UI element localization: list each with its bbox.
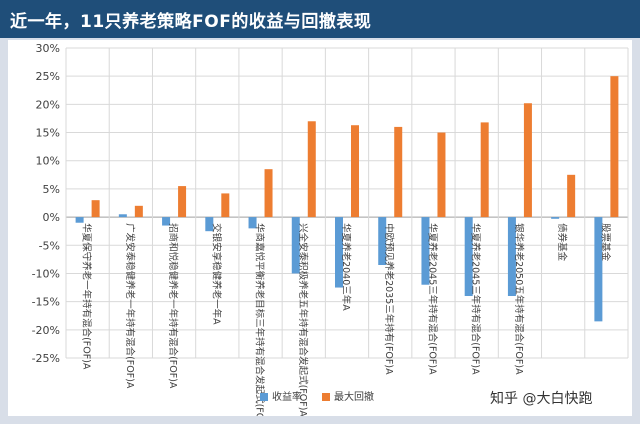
bar-return [464, 217, 473, 296]
bar-return [421, 217, 430, 285]
x-category-label: 兴全安泰积极养老五年持有混合发起式(FOF)A [297, 223, 309, 416]
bar-return [248, 217, 257, 229]
bar-return [507, 217, 516, 296]
y-tick-label: 30% [36, 42, 60, 55]
bars [75, 76, 619, 322]
x-category-label: 华夏保守养老一年持有混合(FOF)A [81, 223, 93, 370]
bar-drawdown [480, 122, 489, 218]
bar-drawdown [437, 132, 446, 218]
bar-drawdown [523, 103, 532, 218]
x-category-label: 交银安享稳健养老一年A [210, 223, 222, 325]
y-tick-label: 10% [36, 155, 60, 168]
chart-panel: -25% -20% -15% -10% -5% 0% 5% 10% 15% 20% 25% 30% 华… [8, 40, 632, 416]
x-category-label: 债券基金 [556, 223, 568, 262]
y-tick-label: 0% [43, 211, 60, 224]
page-title: 近一年，11只养老策略FOF的收益与回撤表现 [10, 12, 372, 32]
y-tick-label: 15% [36, 127, 60, 140]
legend-label: 收益率 [272, 390, 302, 403]
bar-return [378, 217, 387, 265]
bar-return [594, 217, 603, 322]
bar-drawdown [91, 200, 100, 218]
y-axis: -25% -20% -15% -10% -5% 0% 5% 10% 15% 20% 25% 30% [32, 42, 60, 365]
bar-return [118, 214, 127, 218]
y-tick-label: -20% [32, 324, 60, 337]
legend-label: 最大回撤 [334, 390, 374, 403]
y-tick-label: -25% [32, 352, 60, 365]
y-tick-label: -15% [32, 296, 60, 309]
bar-return [205, 217, 214, 232]
x-category-label: 银华养老2050五年持有混合(FOF)A [513, 223, 525, 375]
x-category-label: 广发安泰稳健养老一年持有混合(FOF)A [124, 223, 136, 389]
x-category-label: 中欧预见养老2035三年持有(FOF)A [383, 223, 395, 375]
watermark: 知乎 @大白快跑 [486, 388, 597, 408]
bar-chart: -25% -20% -15% -10% -5% 0% 5% 10% 15% 20% 25% 30% 华… [32, 42, 629, 416]
x-category-label: 华夏养老2045三年持有混合(FOF)A [426, 223, 438, 375]
bar-return [291, 217, 300, 274]
legend-swatch [322, 393, 330, 401]
grid-lines [65, 47, 629, 359]
y-tick-label: 20% [36, 98, 60, 111]
bar-return [75, 217, 84, 223]
y-tick-label: -5% [39, 239, 60, 252]
bar-drawdown [221, 193, 230, 218]
x-category-label: 招商和悦稳健养老一年持有混合(FOF)A [167, 223, 179, 389]
bar-return [335, 217, 343, 288]
legend-swatch [260, 393, 268, 401]
bar-drawdown [307, 121, 316, 218]
bar-drawdown [394, 126, 403, 218]
bar-return [551, 217, 560, 219]
bar-drawdown [567, 174, 576, 218]
legend: 收益率 最大回撤 [260, 390, 374, 403]
x-category-label: 股票基金 [599, 223, 611, 262]
x-category-label: 华夏养老2040三年A [340, 223, 352, 311]
y-tick-label: 5% [43, 183, 60, 196]
bar-drawdown [178, 186, 187, 218]
bar-return [162, 217, 171, 226]
bar-drawdown [610, 76, 619, 218]
header-bar: 近一年，11只养老策略FOF的收益与回撤表现 [0, 0, 640, 38]
bar-drawdown [264, 169, 273, 218]
y-tick-label: -10% [32, 267, 60, 280]
bar-drawdown [351, 125, 359, 218]
y-tick-label: 25% [36, 70, 60, 83]
x-category-label: 华夏养老2045三年持有混合(FOF)A [470, 223, 482, 375]
bar-drawdown [134, 205, 143, 218]
x-axis-labels: 华夏保守养老一年持有混合(FOF)A 广发安泰稳健养老一年持有混合(FOF)A 招商… [81, 223, 612, 416]
x-category-label: 华商嘉悦平衡养老目标三年持有混合发起式(FOF)A [254, 223, 266, 416]
